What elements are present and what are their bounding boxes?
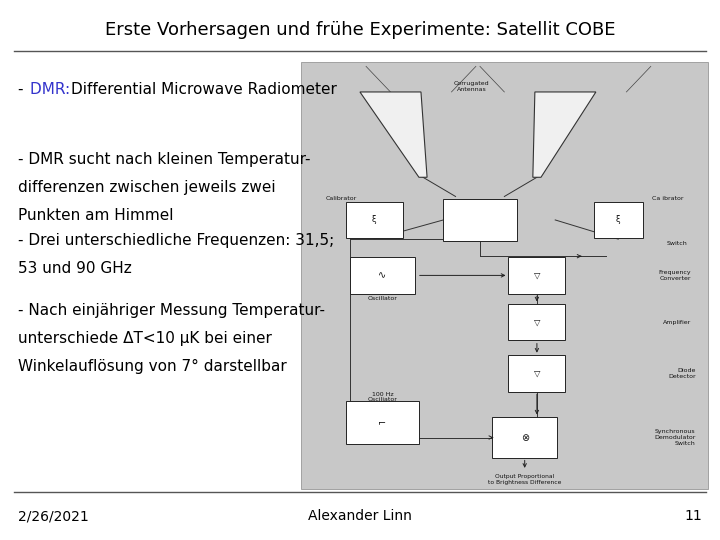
Bar xyxy=(508,257,565,294)
Bar xyxy=(346,202,402,238)
Bar xyxy=(346,401,419,444)
Text: 53 und 90 GHz: 53 und 90 GHz xyxy=(18,261,132,276)
Bar xyxy=(301,62,708,489)
Bar xyxy=(508,355,565,391)
Text: Frequency
Converter: Frequency Converter xyxy=(659,270,691,281)
Text: ⌐: ⌐ xyxy=(378,417,387,428)
Text: Synchronous
Demodulator
Switch: Synchronous Demodulator Switch xyxy=(654,429,696,446)
Text: ⊗: ⊗ xyxy=(521,433,528,442)
Text: Alexander Linn: Alexander Linn xyxy=(308,509,412,523)
Text: differenzen zwischen jeweils zwei: differenzen zwischen jeweils zwei xyxy=(18,180,276,195)
Bar xyxy=(350,257,415,294)
Polygon shape xyxy=(360,92,427,177)
Text: ∿: ∿ xyxy=(378,271,387,280)
Text: Diode
Detector: Diode Detector xyxy=(668,368,696,379)
Text: Calibrator: Calibrator xyxy=(325,196,356,201)
Text: Oscillator: Oscillator xyxy=(367,296,397,301)
Text: DMR:: DMR: xyxy=(30,82,75,97)
Text: - Drei unterschiedliche Frequenzen: 31,5;: - Drei unterschiedliche Frequenzen: 31,5… xyxy=(18,233,334,248)
Bar xyxy=(444,199,516,241)
Text: ▽: ▽ xyxy=(534,271,540,280)
Polygon shape xyxy=(533,92,596,177)
Text: Differential Microwave Radiometer: Differential Microwave Radiometer xyxy=(71,82,336,97)
Text: 2/26/2021: 2/26/2021 xyxy=(18,509,89,523)
Text: Switch: Switch xyxy=(667,241,688,246)
Bar xyxy=(492,417,557,458)
Text: Ca ibrator: Ca ibrator xyxy=(652,196,683,201)
Text: ξ: ξ xyxy=(372,215,377,225)
Text: unterschiede ΔT<10 μK bei einer: unterschiede ΔT<10 μK bei einer xyxy=(18,331,272,346)
Text: Punkten am Himmel: Punkten am Himmel xyxy=(18,208,174,223)
Text: Winkelauflösung von 7° darstellbar: Winkelauflösung von 7° darstellbar xyxy=(18,359,287,374)
Text: - Nach einjähriger Messung Temperatur-: - Nach einjähriger Messung Temperatur- xyxy=(18,303,325,318)
Text: Erste Vorhersagen und frühe Experimente: Satellit COBE: Erste Vorhersagen und frühe Experimente:… xyxy=(104,21,616,39)
Text: -: - xyxy=(18,82,28,97)
Text: Output Proportional
to Brightness Difference: Output Proportional to Brightness Differ… xyxy=(488,474,562,484)
Bar xyxy=(594,202,643,238)
Text: ▽: ▽ xyxy=(534,369,540,378)
Text: ξ: ξ xyxy=(616,215,621,225)
Bar xyxy=(508,304,565,340)
Text: 100 Hz
Osciliator: 100 Hz Osciliator xyxy=(367,392,397,402)
Text: Amplifier: Amplifier xyxy=(663,320,691,325)
Text: - DMR sucht nach kleinen Temperatur-: - DMR sucht nach kleinen Temperatur- xyxy=(18,152,310,167)
Text: Corrugated
Antennas: Corrugated Antennas xyxy=(454,82,490,92)
Text: 11: 11 xyxy=(684,509,702,523)
Text: ▽: ▽ xyxy=(534,318,540,327)
